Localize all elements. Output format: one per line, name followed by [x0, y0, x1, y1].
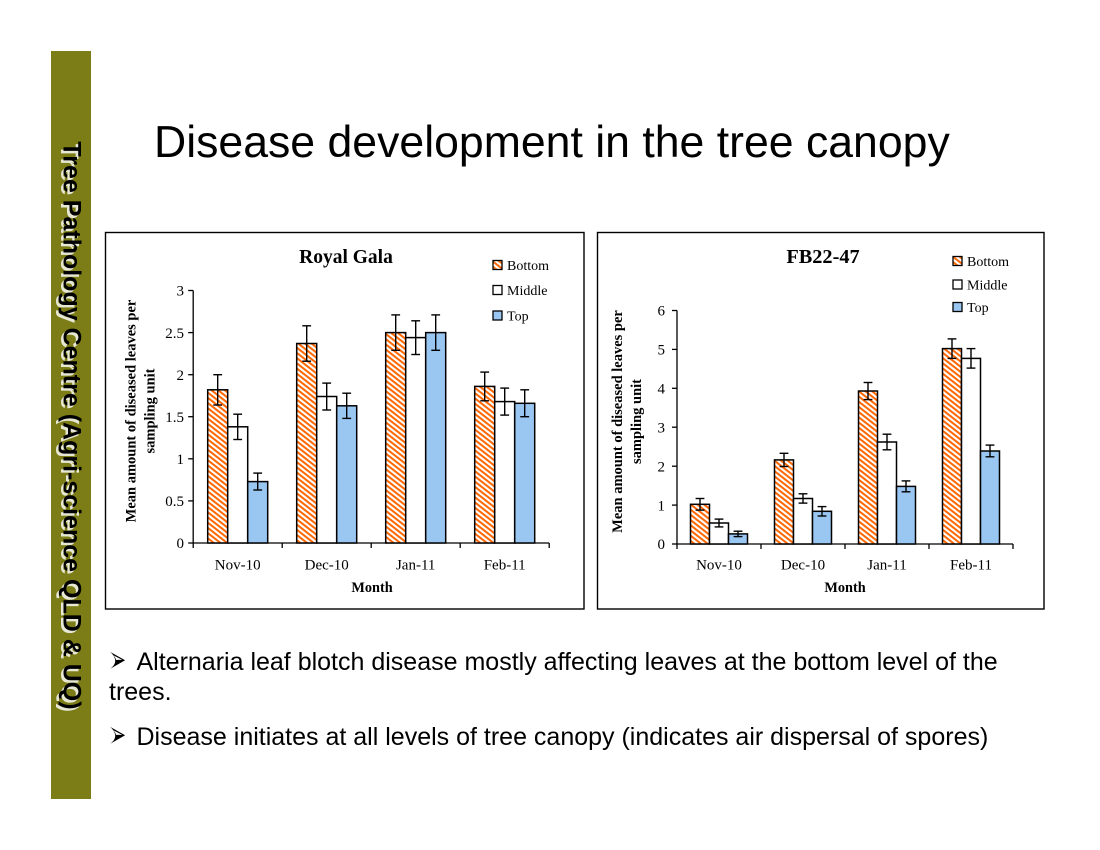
svg-text:Dec-10: Dec-10 — [781, 558, 825, 574]
svg-text:3: 3 — [177, 284, 185, 300]
svg-text:Mean amount of diseased leaves: Mean amount of diseased leaves per — [610, 310, 626, 533]
svg-text:2: 2 — [177, 368, 185, 384]
svg-text:Mean amount of diseased leaves: Mean amount of diseased leaves per — [124, 299, 140, 522]
svg-text:Bottom: Bottom — [967, 255, 1009, 270]
svg-text:6: 6 — [658, 304, 666, 320]
svg-text:Jan-11: Jan-11 — [867, 558, 906, 574]
svg-text:Middle: Middle — [967, 278, 1007, 293]
svg-text:0: 0 — [177, 536, 185, 552]
svg-text:2.5: 2.5 — [165, 326, 184, 342]
svg-text:Jan-11: Jan-11 — [396, 558, 435, 574]
svg-text:3: 3 — [658, 420, 666, 436]
svg-text:0: 0 — [658, 537, 666, 553]
svg-text:5: 5 — [658, 343, 666, 359]
svg-text:Middle: Middle — [507, 284, 547, 299]
svg-text:FB22-47: FB22-47 — [786, 246, 859, 268]
svg-text:1.5: 1.5 — [165, 410, 184, 426]
svg-text:Month: Month — [824, 580, 865, 596]
svg-text:sampling unit: sampling unit — [143, 368, 159, 453]
svg-text:Feb-11: Feb-11 — [484, 558, 526, 574]
svg-text:1: 1 — [658, 498, 666, 514]
svg-text:1: 1 — [177, 452, 185, 468]
svg-text:Top: Top — [967, 301, 989, 316]
svg-text:Month: Month — [351, 580, 392, 596]
svg-text:Royal Gala: Royal Gala — [299, 247, 393, 268]
svg-text:Top: Top — [507, 309, 529, 324]
svg-text:Nov-10: Nov-10 — [215, 558, 261, 574]
svg-text:2: 2 — [658, 459, 666, 475]
svg-text:0.5: 0.5 — [165, 494, 184, 510]
svg-text:sampling unit: sampling unit — [629, 379, 645, 464]
svg-text:Dec-10: Dec-10 — [305, 558, 349, 574]
svg-text:4: 4 — [658, 382, 666, 398]
svg-text:Bottom: Bottom — [507, 259, 549, 274]
svg-text:Nov-10: Nov-10 — [696, 558, 742, 574]
svg-text:Feb-11: Feb-11 — [950, 558, 992, 574]
